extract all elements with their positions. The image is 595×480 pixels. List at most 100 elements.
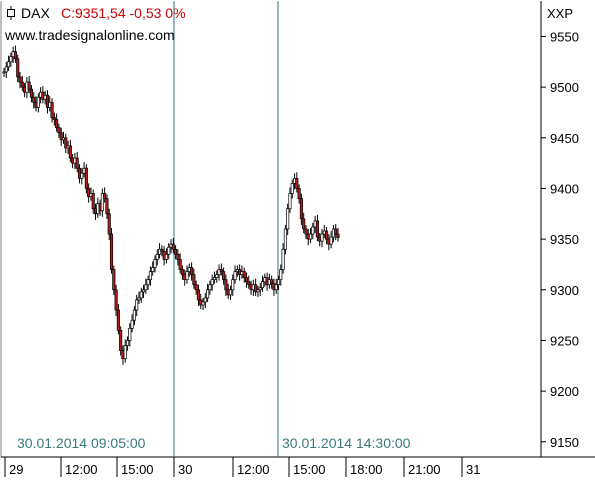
candle-body bbox=[91, 193, 95, 210]
x-tick-label: 31 bbox=[466, 462, 480, 477]
y-tick-label: 9250 bbox=[550, 333, 579, 348]
candle-body bbox=[36, 96, 40, 108]
candle-body bbox=[336, 233, 340, 238]
x-tick-label: 29 bbox=[9, 462, 23, 477]
candle-body bbox=[315, 220, 319, 238]
candle-body bbox=[203, 297, 207, 303]
candle-body bbox=[57, 127, 61, 134]
candle-body bbox=[13, 51, 17, 60]
candle-body bbox=[201, 301, 205, 306]
website-watermark: www.tradesignalonline.com bbox=[5, 27, 175, 43]
candle-body bbox=[299, 198, 303, 220]
candle-body bbox=[75, 157, 79, 169]
candle-body bbox=[270, 279, 274, 285]
candle-body bbox=[55, 119, 59, 129]
candle-body bbox=[4, 66, 8, 73]
candle-body bbox=[196, 289, 201, 301]
candle-body bbox=[178, 259, 182, 270]
candle-body bbox=[119, 329, 123, 351]
candle-body bbox=[295, 177, 299, 189]
candle-body bbox=[308, 233, 313, 240]
candle-body bbox=[137, 297, 141, 301]
y-tick-label: 9300 bbox=[550, 283, 579, 298]
candle-body bbox=[18, 76, 22, 83]
candle-body bbox=[283, 228, 287, 250]
candle-body bbox=[146, 279, 150, 286]
y-tick-label: 9400 bbox=[550, 181, 579, 196]
candle-body bbox=[288, 193, 292, 210]
candle-body bbox=[206, 289, 210, 299]
candle-body bbox=[244, 277, 249, 283]
candle-body bbox=[185, 271, 189, 281]
y-tick-label: 9500 bbox=[550, 80, 579, 95]
candle-body bbox=[32, 96, 36, 103]
x-tick-label: 15:00 bbox=[121, 462, 154, 477]
x-tick-label: 15:00 bbox=[293, 462, 326, 477]
candle-body bbox=[320, 233, 324, 242]
x-tick-label: 21:00 bbox=[408, 462, 441, 477]
symbol-label: XXP bbox=[547, 6, 574, 21]
quote-toggle-icon[interactable] bbox=[5, 6, 17, 20]
candle-body bbox=[116, 309, 120, 331]
candle-body bbox=[222, 271, 226, 281]
candle-body bbox=[210, 279, 214, 286]
candle-body bbox=[217, 269, 221, 275]
x-tick-label: 12:00 bbox=[65, 462, 98, 477]
candle-body bbox=[123, 345, 127, 360]
candle-body bbox=[231, 279, 235, 291]
candle-body bbox=[114, 289, 118, 311]
candle-body bbox=[153, 259, 157, 268]
candle-body bbox=[212, 277, 217, 281]
candle-body bbox=[254, 284, 258, 293]
candle-body bbox=[190, 267, 194, 275]
candle-body bbox=[112, 269, 116, 291]
candle-body bbox=[302, 218, 306, 230]
candle-body bbox=[105, 198, 109, 215]
x-tick-label: 18:00 bbox=[350, 462, 383, 477]
time-marker-label: 30.01.2014 09:05:00 bbox=[17, 435, 146, 451]
candle-body bbox=[125, 340, 130, 346]
candle-body bbox=[274, 284, 278, 291]
candle-body bbox=[29, 88, 34, 98]
candle-body bbox=[290, 183, 294, 194]
candle-body bbox=[279, 269, 283, 281]
candle-body bbox=[84, 167, 88, 189]
candle-body bbox=[7, 61, 11, 68]
candle-body bbox=[334, 228, 338, 235]
candle-body bbox=[80, 172, 84, 179]
candle-body bbox=[27, 81, 31, 90]
candle-body bbox=[258, 287, 262, 291]
candle-body bbox=[260, 281, 265, 289]
candle-body bbox=[107, 213, 111, 235]
candle-body bbox=[130, 319, 134, 329]
last-quote: C:9351,54 -0,53 0% bbox=[61, 5, 186, 21]
candle-body bbox=[20, 81, 24, 88]
candle-body bbox=[68, 145, 72, 159]
candle-body bbox=[194, 284, 198, 291]
candle-body bbox=[158, 248, 162, 255]
candle-body bbox=[276, 279, 281, 286]
candle-body bbox=[135, 299, 139, 311]
time-markers: 30.01.2014 09:05:00 30.01.2014 14:30:00 bbox=[17, 1, 411, 457]
candles bbox=[2, 45, 340, 365]
candle-body bbox=[192, 274, 196, 286]
candle-body bbox=[281, 248, 285, 270]
candle-body bbox=[286, 208, 290, 230]
candle-body bbox=[52, 117, 56, 120]
x-tick-label: 12:00 bbox=[237, 462, 270, 477]
candle-body bbox=[164, 253, 168, 260]
candle-body bbox=[151, 267, 155, 272]
candle-body bbox=[103, 193, 107, 199]
candle-body bbox=[148, 271, 152, 281]
candle-body bbox=[242, 271, 246, 278]
candle-body bbox=[224, 279, 228, 291]
x-tick-label: 30 bbox=[178, 462, 192, 477]
candle-body bbox=[208, 284, 212, 291]
candle-body bbox=[160, 248, 164, 252]
x-axis: 29 12:00 15:00 30 12:00 15:00 18:00 21:00 31 bbox=[4, 457, 480, 477]
candle-body bbox=[132, 309, 136, 321]
candle-body bbox=[247, 281, 251, 286]
candle-body bbox=[2, 71, 6, 74]
y-axis: 9550 9500 9450 9400 9350 9300 9250 9200 9150 bbox=[541, 29, 579, 450]
